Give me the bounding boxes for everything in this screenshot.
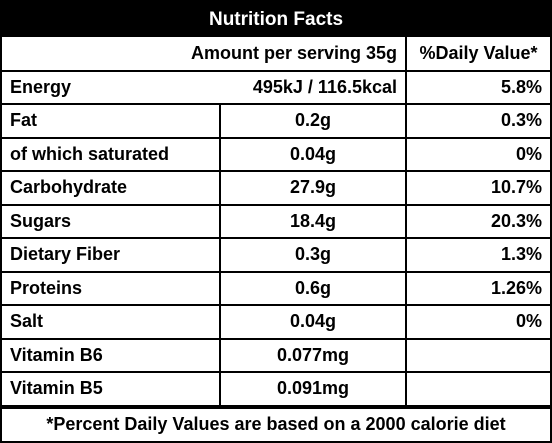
nutrient-name: Salt <box>2 304 221 340</box>
nutrient-amount: 0.3g <box>218 237 408 273</box>
table-row: of which saturated 0.04g 0% <box>2 136 551 172</box>
nutrient-name: Vitamin B5 <box>2 371 221 407</box>
nutrient-amount: 0.6g <box>218 270 408 306</box>
nutrient-daily-value: 1.26% <box>405 270 551 306</box>
nutrient-daily-value: 0.3% <box>405 103 551 139</box>
panel-title: Nutrition Facts <box>2 2 550 37</box>
nutrient-name: of which saturated <box>2 136 221 172</box>
nutrient-daily-value: 20.3% <box>405 203 551 239</box>
nutrition-table: Amount per serving 35g %Daily Value* Ene… <box>2 37 551 407</box>
nutrient-daily-value: 1.3% <box>405 237 551 273</box>
nutrient-amount: 0.04g <box>218 136 408 172</box>
table-row: Dietary Fiber 0.3g 1.3% <box>2 237 551 273</box>
nutrient-amount: 0.091mg <box>218 371 408 407</box>
footnote: *Percent Daily Values are based on a 200… <box>2 406 550 440</box>
table-row: Proteins 0.6g 1.26% <box>2 270 551 306</box>
nutrient-daily-value: 5.8% <box>405 69 551 105</box>
nutrient-daily-value: 0% <box>405 304 551 340</box>
table-row: Sugars 18.4g 20.3% <box>2 203 551 239</box>
table-row: Vitamin B5 0.091mg <box>2 371 551 407</box>
nutrient-daily-value: 0% <box>405 136 551 172</box>
nutrient-amount: 18.4g <box>218 203 408 239</box>
daily-value-header: %Daily Value* <box>405 37 551 72</box>
nutrient-name: Energy <box>2 69 220 105</box>
table-row: Fat 0.2g 0.3% <box>2 103 551 139</box>
nutrient-daily-value <box>405 371 551 407</box>
header-row: Amount per serving 35g %Daily Value* <box>2 37 551 72</box>
nutrient-name: Sugars <box>2 203 221 239</box>
nutrient-name: Fat <box>2 103 221 139</box>
nutrient-name: Vitamin B6 <box>2 337 221 373</box>
nutrient-daily-value: 10.7% <box>405 170 551 206</box>
nutrient-amount: 0.04g <box>218 304 408 340</box>
nutrient-amount: 27.9g <box>218 170 408 206</box>
nutrient-name: Dietary Fiber <box>2 237 221 273</box>
nutrient-name: Carbohydrate <box>2 170 221 206</box>
nutrient-amount: 495kJ / 116.5kcal <box>220 69 408 105</box>
nutrient-daily-value <box>405 337 551 373</box>
table-row: Vitamin B6 0.077mg <box>2 337 551 373</box>
nutrient-amount: 0.077mg <box>218 337 408 373</box>
amount-per-serving-header: Amount per serving 35g <box>2 37 408 72</box>
nutrient-amount: 0.2g <box>218 103 408 139</box>
table-row: Carbohydrate 27.9g 10.7% <box>2 170 551 206</box>
nutrient-name: Proteins <box>2 270 221 306</box>
table-row: Salt 0.04g 0% <box>2 304 551 340</box>
energy-row: Energy 495kJ / 116.5kcal 5.8% <box>2 69 551 105</box>
